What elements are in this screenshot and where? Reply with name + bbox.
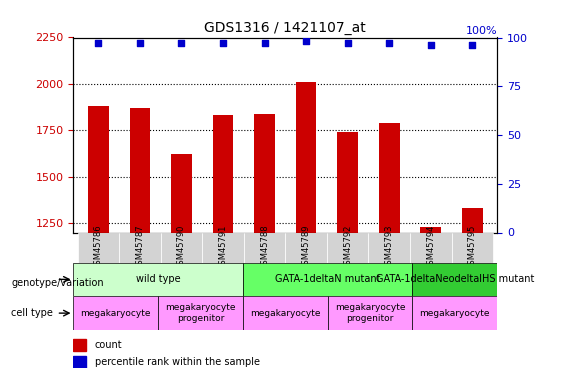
Bar bbox=[420, 227, 441, 375]
Bar bbox=[337, 132, 358, 375]
Text: megakaryocyte: megakaryocyte bbox=[81, 309, 151, 318]
Text: GATA-1deltaNeodeltalHS mutant: GATA-1deltaNeodeltalHS mutant bbox=[376, 274, 534, 284]
Bar bbox=[254, 114, 275, 375]
FancyBboxPatch shape bbox=[328, 296, 412, 330]
Bar bbox=[171, 154, 192, 375]
Bar bbox=[462, 209, 483, 375]
Bar bbox=[73, 339, 86, 351]
FancyBboxPatch shape bbox=[285, 232, 327, 262]
Text: GSM45791: GSM45791 bbox=[219, 225, 228, 270]
Point bbox=[219, 40, 228, 46]
Bar bbox=[129, 108, 150, 375]
Bar bbox=[379, 123, 399, 375]
Text: GSM45788: GSM45788 bbox=[260, 225, 269, 270]
Text: percentile rank within the sample: percentile rank within the sample bbox=[95, 357, 260, 367]
Text: 100%: 100% bbox=[466, 26, 497, 36]
Bar bbox=[212, 116, 233, 375]
Text: megakaryocyte
progenitor: megakaryocyte progenitor bbox=[166, 303, 236, 323]
FancyBboxPatch shape bbox=[158, 296, 243, 330]
FancyBboxPatch shape bbox=[243, 262, 412, 296]
Text: megakaryocyte
progenitor: megakaryocyte progenitor bbox=[335, 303, 405, 323]
Bar bbox=[73, 356, 86, 368]
Text: genotype/variation: genotype/variation bbox=[11, 278, 104, 288]
Text: megakaryocyte: megakaryocyte bbox=[250, 309, 320, 318]
Point bbox=[302, 38, 311, 44]
Point bbox=[260, 40, 269, 46]
FancyBboxPatch shape bbox=[451, 232, 493, 262]
FancyBboxPatch shape bbox=[160, 232, 202, 262]
Text: count: count bbox=[95, 340, 122, 350]
Text: GATA-1deltaN mutant: GATA-1deltaN mutant bbox=[275, 274, 380, 284]
Text: GSM45793: GSM45793 bbox=[385, 225, 394, 270]
FancyBboxPatch shape bbox=[327, 232, 368, 262]
FancyBboxPatch shape bbox=[412, 296, 497, 330]
Text: GSM45794: GSM45794 bbox=[426, 225, 435, 270]
Point bbox=[94, 40, 103, 46]
Text: GSM45789: GSM45789 bbox=[302, 225, 311, 270]
Point bbox=[177, 40, 186, 46]
FancyBboxPatch shape bbox=[368, 232, 410, 262]
Text: GSM45786: GSM45786 bbox=[94, 225, 103, 270]
Text: cell type: cell type bbox=[11, 308, 53, 318]
Point bbox=[385, 40, 394, 46]
Title: GDS1316 / 1421107_at: GDS1316 / 1421107_at bbox=[205, 21, 366, 35]
Bar bbox=[295, 82, 316, 375]
FancyBboxPatch shape bbox=[410, 232, 451, 262]
Text: GSM45795: GSM45795 bbox=[468, 225, 477, 270]
FancyBboxPatch shape bbox=[77, 232, 119, 262]
Text: GSM45787: GSM45787 bbox=[136, 225, 145, 270]
FancyBboxPatch shape bbox=[412, 262, 497, 296]
Text: GSM45792: GSM45792 bbox=[343, 225, 352, 270]
Text: wild type: wild type bbox=[136, 274, 180, 284]
Point bbox=[468, 42, 477, 48]
FancyBboxPatch shape bbox=[244, 232, 285, 262]
FancyBboxPatch shape bbox=[119, 232, 160, 262]
FancyBboxPatch shape bbox=[73, 296, 158, 330]
FancyBboxPatch shape bbox=[73, 262, 243, 296]
Text: megakaryocyte: megakaryocyte bbox=[420, 309, 490, 318]
Text: GSM45790: GSM45790 bbox=[177, 225, 186, 270]
FancyBboxPatch shape bbox=[202, 232, 244, 262]
Bar bbox=[88, 106, 108, 375]
FancyBboxPatch shape bbox=[243, 296, 328, 330]
Point bbox=[136, 40, 145, 46]
Point bbox=[426, 42, 435, 48]
Point bbox=[343, 40, 352, 46]
